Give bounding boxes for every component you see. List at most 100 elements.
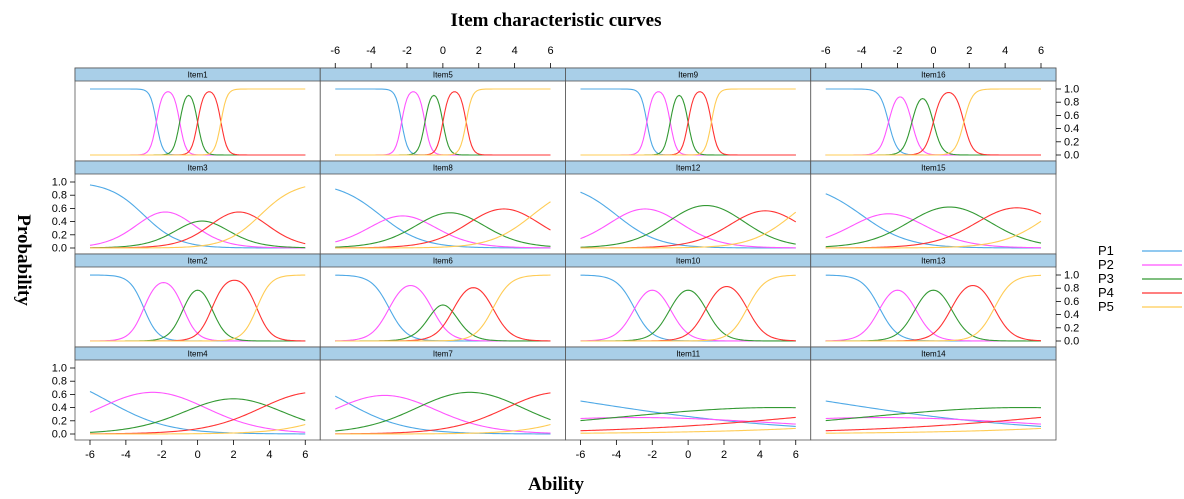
panel-item4: Item4 bbox=[74, 346, 321, 441]
x-axis-title: Ability bbox=[528, 474, 584, 495]
x-tick-label: 4 bbox=[512, 45, 518, 57]
series-line-p1 bbox=[335, 188, 551, 249]
panel-frame bbox=[74, 67, 321, 162]
series-line-p5 bbox=[335, 201, 551, 249]
y-tick-label: 0.4 bbox=[52, 216, 67, 228]
panel-item10: Item10 bbox=[565, 253, 812, 348]
series-line-p5 bbox=[825, 274, 1042, 342]
y-tick-label: 0.6 bbox=[52, 203, 67, 215]
panel-grid: Item1 Item5 Item9 Item16 Item3 Item8 Item12 Ite… bbox=[74, 67, 1057, 441]
x-tick-label: -2 bbox=[402, 45, 412, 57]
y-axis-title: Probability bbox=[13, 214, 34, 306]
y-tick-label: 1.0 bbox=[1064, 84, 1079, 96]
strip-label: Item9 bbox=[678, 71, 699, 80]
series-line-p3 bbox=[825, 206, 1042, 248]
series-line-p5 bbox=[580, 427, 796, 434]
panel-item12: Item12 bbox=[565, 160, 812, 255]
panel-item6: Item6 bbox=[319, 253, 566, 348]
series-line-p1 bbox=[334, 395, 551, 435]
panel-strip bbox=[810, 346, 1057, 361]
x-tick-label: 6 bbox=[302, 449, 308, 461]
x-tick-label: 2 bbox=[476, 45, 482, 57]
series-line-p5 bbox=[335, 274, 551, 342]
x-tick-label: 6 bbox=[547, 45, 553, 57]
series-line-p1 bbox=[580, 191, 796, 249]
series-line-p1 bbox=[825, 400, 1042, 427]
strip-label: Item13 bbox=[921, 257, 946, 266]
panel-item1: Item1 bbox=[74, 67, 321, 162]
panel-item8: Item8 bbox=[319, 160, 566, 255]
strip-label: Item1 bbox=[188, 71, 209, 80]
x-tick-label: -6 bbox=[330, 45, 340, 57]
panel-item5: Item5 bbox=[319, 67, 566, 162]
x-tick-label: -4 bbox=[611, 449, 621, 461]
strip-label: Item7 bbox=[433, 350, 454, 359]
strip-label: Item3 bbox=[188, 164, 209, 173]
x-tick-label: -2 bbox=[157, 449, 167, 461]
x-tick-label: -4 bbox=[857, 45, 867, 57]
x-tick-label: 2 bbox=[966, 45, 972, 57]
series-line-p5 bbox=[580, 88, 796, 156]
x-tick-label: -4 bbox=[121, 449, 131, 461]
y-tick-label: 0.0 bbox=[1064, 150, 1079, 162]
series-line-p5 bbox=[580, 211, 797, 249]
y-tick-label: 0.4 bbox=[1064, 123, 1079, 135]
panel-frame bbox=[810, 253, 1057, 348]
y-tick-label: 0.2 bbox=[1064, 322, 1079, 334]
x-tick-label: -2 bbox=[893, 45, 903, 57]
panel-frame bbox=[565, 160, 812, 255]
series-line-p1 bbox=[89, 390, 306, 435]
series-line-p3 bbox=[89, 398, 306, 433]
x-tick-label: -6 bbox=[576, 449, 586, 461]
y-tick-label: 0.8 bbox=[52, 376, 67, 388]
x-tick-label: -4 bbox=[366, 45, 376, 57]
strip-label: Item6 bbox=[433, 257, 454, 266]
y-tick-label: 0.2 bbox=[52, 229, 67, 241]
y-tick-label: 0.0 bbox=[52, 429, 67, 441]
panel-item11: Item11 bbox=[565, 346, 812, 441]
strip-label: Item11 bbox=[676, 350, 700, 359]
axis-ticks: -6 -4 -2 0 2 4 6 -6 -4 -2 0 2 4 6 -6 -4 -2 0 2 4 6 -6 -4 -2 0 2 4 6… bbox=[52, 45, 1080, 461]
panel-frame bbox=[565, 253, 812, 348]
panel-item2: Item2 bbox=[74, 253, 321, 348]
strip-label: Item2 bbox=[188, 257, 209, 266]
panel-frame bbox=[74, 346, 321, 441]
strip-label: Item15 bbox=[921, 164, 946, 173]
y-tick-label: 0.8 bbox=[1064, 283, 1079, 295]
x-tick-label: 2 bbox=[721, 449, 727, 461]
series-line-p5 bbox=[825, 427, 1042, 434]
panel-item9: Item9 bbox=[565, 67, 812, 162]
panel-frame bbox=[319, 346, 566, 441]
legend-label-p1: P1 bbox=[1098, 243, 1114, 258]
panel-frame bbox=[319, 160, 566, 255]
series-line-p2 bbox=[825, 213, 1042, 249]
panel-item15: Item15 bbox=[810, 160, 1057, 255]
x-tick-label: 2 bbox=[230, 449, 236, 461]
y-tick-label: 0.8 bbox=[52, 190, 67, 202]
y-tick-label: 1.0 bbox=[52, 363, 67, 375]
series-line-p5 bbox=[90, 274, 306, 342]
x-tick-label: -6 bbox=[85, 449, 95, 461]
series-line-p3 bbox=[89, 220, 306, 249]
x-tick-label: -6 bbox=[821, 45, 831, 57]
legend-label-p4: P4 bbox=[1098, 285, 1114, 300]
legend-label-p3: P3 bbox=[1098, 271, 1114, 286]
series-line-p2 bbox=[335, 215, 551, 249]
x-tick-label: 0 bbox=[930, 45, 936, 57]
strip-label: Item16 bbox=[921, 71, 946, 80]
strip-label: Item5 bbox=[433, 71, 454, 80]
y-tick-label: 0.2 bbox=[52, 415, 67, 427]
panel-item16: Item16 bbox=[810, 67, 1057, 162]
panel-frame bbox=[565, 67, 812, 162]
x-tick-label: 4 bbox=[757, 449, 763, 461]
strip-label: Item4 bbox=[188, 350, 209, 359]
strip-label: Item8 bbox=[433, 164, 454, 173]
panel-item14: Item14 bbox=[810, 346, 1057, 441]
series-line-p5 bbox=[90, 186, 306, 249]
x-tick-label: 0 bbox=[440, 45, 446, 57]
x-tick-label: -2 bbox=[647, 449, 657, 461]
series-line-p5 bbox=[825, 88, 1041, 156]
legend-label-p2: P2 bbox=[1098, 257, 1114, 272]
panel-frame bbox=[319, 253, 566, 348]
